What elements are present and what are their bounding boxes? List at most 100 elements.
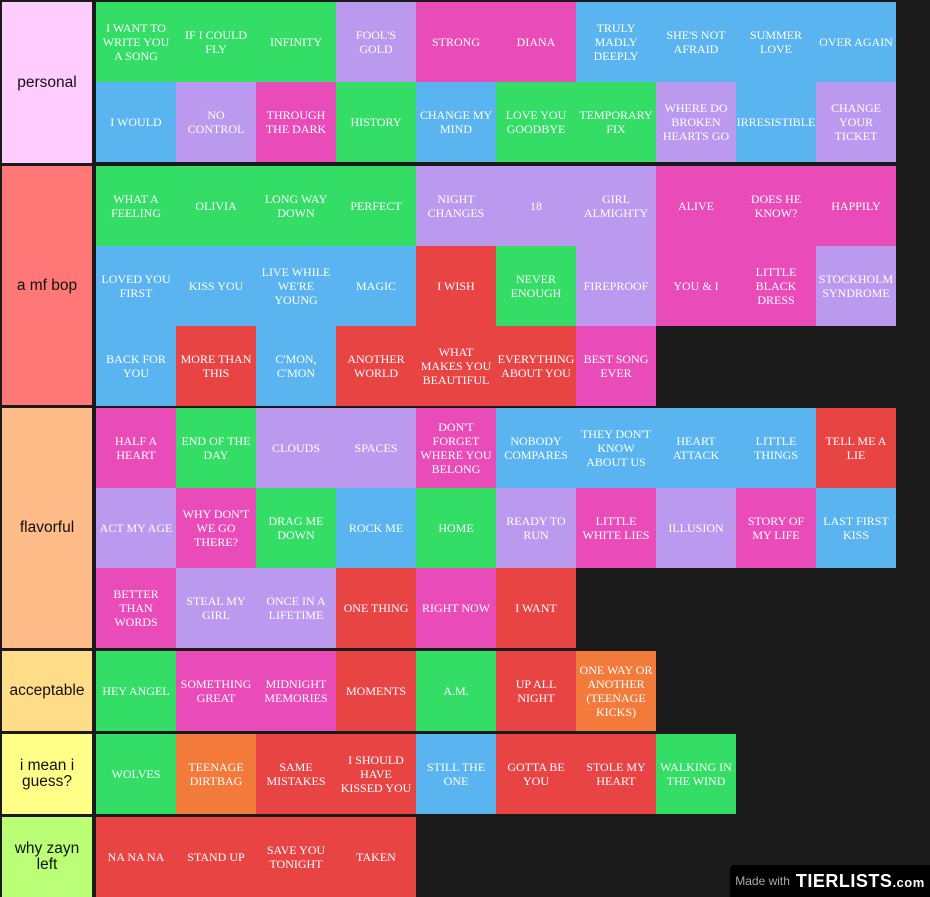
song-tile[interactable]: CHANGE MY MIND (416, 82, 496, 162)
song-tile[interactable]: I SHOULD HAVE KISSED YOU (336, 734, 416, 814)
song-tile[interactable]: C'MON, C'MON (256, 326, 336, 406)
song-tile[interactable]: DRAG ME DOWN (256, 488, 336, 568)
song-tile[interactable]: OLIVIA (176, 166, 256, 246)
song-tile[interactable]: DON'T FORGET WHERE YOU BELONG (416, 408, 496, 488)
song-tile[interactable]: IF I COULD FLY (176, 2, 256, 82)
song-tile[interactable]: SHE'S NOT AFRAID (656, 2, 736, 82)
song-tile[interactable]: STRONG (416, 2, 496, 82)
song-tile[interactable]: LIVE WHILE WE'RE YOUNG (256, 246, 336, 326)
song-tile[interactable]: LOVE YOU GOODBYE (496, 82, 576, 162)
song-tile[interactable]: WOLVES (96, 734, 176, 814)
song-tile[interactable]: HEART ATTACK (656, 408, 736, 488)
song-tile[interactable]: KISS YOU (176, 246, 256, 326)
song-tile[interactable]: HEY ANGEL (96, 651, 176, 731)
song-tile[interactable]: LITTLE THINGS (736, 408, 816, 488)
song-tile[interactable]: HISTORY (336, 82, 416, 162)
song-tile[interactable]: TELL ME A LIE (816, 408, 896, 488)
song-tile[interactable]: CLOUDS (256, 408, 336, 488)
song-tile[interactable]: WHERE DO BROKEN HEARTS GO (656, 82, 736, 162)
song-tile[interactable]: HAPPILY (816, 166, 896, 246)
tier-label[interactable]: acceptable (2, 651, 92, 731)
song-tile[interactable]: UP ALL NIGHT (496, 651, 576, 731)
song-tile[interactable]: EVERYTHING ABOUT YOU (496, 326, 576, 406)
song-tile[interactable]: READY TO RUN (496, 488, 576, 568)
song-tile[interactable]: BETTER THAN WORDS (96, 568, 176, 648)
song-tile[interactable]: STORY OF MY LIFE (736, 488, 816, 568)
song-tile[interactable]: LOVED YOU FIRST (96, 246, 176, 326)
song-tile[interactable]: I WANT TO WRITE YOU A SONG (96, 2, 176, 82)
song-tile[interactable]: ACT MY AGE (96, 488, 176, 568)
song-tile[interactable]: SAVE YOU TONIGHT (256, 817, 336, 897)
song-tile[interactable]: LITTLE WHITE LIES (576, 488, 656, 568)
song-tile[interactable]: LAST FIRST KISS (816, 488, 896, 568)
song-tile[interactable]: SOMETHING GREAT (176, 651, 256, 731)
song-tile[interactable]: NEVER ENOUGH (496, 246, 576, 326)
song-tile[interactable]: HALF A HEART (96, 408, 176, 488)
song-tile[interactable]: HOME (416, 488, 496, 568)
song-tile[interactable]: NIGHT CHANGES (416, 166, 496, 246)
song-tile[interactable]: ROCK ME (336, 488, 416, 568)
tier-items: HEY ANGEL SOMETHING GREAT MIDNIGHT MEMORIE… (96, 651, 896, 731)
song-tile[interactable]: I WISH (416, 246, 496, 326)
song-tile[interactable]: I WOULD (96, 82, 176, 162)
made-with-watermark[interactable]: Made with TIERLISTS.com (730, 865, 930, 897)
song-tile[interactable]: END OF THE DAY (176, 408, 256, 488)
song-tile[interactable]: ONE THING (336, 568, 416, 648)
song-tile[interactable]: SPACES (336, 408, 416, 488)
song-tile[interactable]: I WANT (496, 568, 576, 648)
song-tile[interactable]: SUMMER LOVE (736, 2, 816, 82)
song-tile[interactable]: ALIVE (656, 166, 736, 246)
song-tile[interactable]: TRULY MADLY DEEPLY (576, 2, 656, 82)
song-tile[interactable]: MORE THAN THIS (176, 326, 256, 406)
song-tile[interactable]: STOCKHOLM SYNDROME (816, 246, 896, 326)
song-tile[interactable]: BEST SONG EVER (576, 326, 656, 406)
song-tile[interactable]: NA NA NA (96, 817, 176, 897)
song-tile[interactable]: SAME MISTAKES (256, 734, 336, 814)
song-tile[interactable]: RIGHT NOW (416, 568, 496, 648)
song-tile[interactable]: ONE WAY OR ANOTHER (TEENAGE KICKS) (576, 651, 656, 731)
song-tile[interactable]: MOMENTS (336, 651, 416, 731)
song-tile[interactable]: DOES HE KNOW? (736, 166, 816, 246)
song-tile[interactable]: TAKEN (336, 817, 416, 897)
song-tile[interactable]: MIDNIGHT MEMORIES (256, 651, 336, 731)
song-tile[interactable]: STOLE MY HEART (576, 734, 656, 814)
song-tile[interactable]: THEY DON'T KNOW ABOUT US (576, 408, 656, 488)
song-tile[interactable]: GIRL ALMIGHTY (576, 166, 656, 246)
song-tile[interactable]: LONG WAY DOWN (256, 166, 336, 246)
song-tile[interactable]: NO CONTROL (176, 82, 256, 162)
tier-label[interactable]: why zayn left (2, 817, 92, 897)
song-tile[interactable]: WHY DON'T WE GO THERE? (176, 488, 256, 568)
song-tile[interactable]: FOOL'S GOLD (336, 2, 416, 82)
song-tile[interactable]: WHAT A FEELING (96, 166, 176, 246)
song-tile[interactable]: THROUGH THE DARK (256, 82, 336, 162)
song-tile[interactable]: MAGIC (336, 246, 416, 326)
song-tile[interactable]: DIANA (496, 2, 576, 82)
song-tile[interactable]: YOU & I (656, 246, 736, 326)
tier-label[interactable]: a mf bop (2, 166, 92, 405)
song-tile[interactable]: NOBODY COMPARES (496, 408, 576, 488)
song-tile[interactable]: TEMPORARY FIX (576, 82, 656, 162)
song-tile[interactable]: OVER AGAIN (816, 2, 896, 82)
song-tile[interactable]: FIREPROOF (576, 246, 656, 326)
song-tile[interactable]: IRRESISTIBLE (736, 82, 816, 162)
song-tile[interactable]: GOTTA BE YOU (496, 734, 576, 814)
song-tile[interactable]: WHAT MAKES YOU BEAUTIFUL (416, 326, 496, 406)
tier-label[interactable]: i mean i guess? (2, 734, 92, 814)
song-tile[interactable]: INFINITY (256, 2, 336, 82)
song-tile[interactable]: TEENAGE DIRTBAG (176, 734, 256, 814)
song-tile[interactable]: ANOTHER WORLD (336, 326, 416, 406)
song-tile[interactable]: CHANGE YOUR TICKET (816, 82, 896, 162)
song-tile[interactable]: ONCE IN A LIFETIME (256, 568, 336, 648)
song-tile[interactable]: WALKING IN THE WIND (656, 734, 736, 814)
song-tile[interactable]: STILL THE ONE (416, 734, 496, 814)
song-tile[interactable]: STAND UP (176, 817, 256, 897)
song-tile[interactable]: LITTLE BLACK DRESS (736, 246, 816, 326)
tier-label[interactable]: personal (2, 2, 92, 163)
song-tile[interactable]: ILLUSION (656, 488, 736, 568)
song-tile[interactable]: BACK FOR YOU (96, 326, 176, 406)
song-tile[interactable]: PERFECT (336, 166, 416, 246)
song-tile[interactable]: STEAL MY GIRL (176, 568, 256, 648)
song-tile[interactable]: A.M. (416, 651, 496, 731)
song-tile[interactable]: 18 (496, 166, 576, 246)
tier-label[interactable]: flavorful (2, 408, 92, 648)
